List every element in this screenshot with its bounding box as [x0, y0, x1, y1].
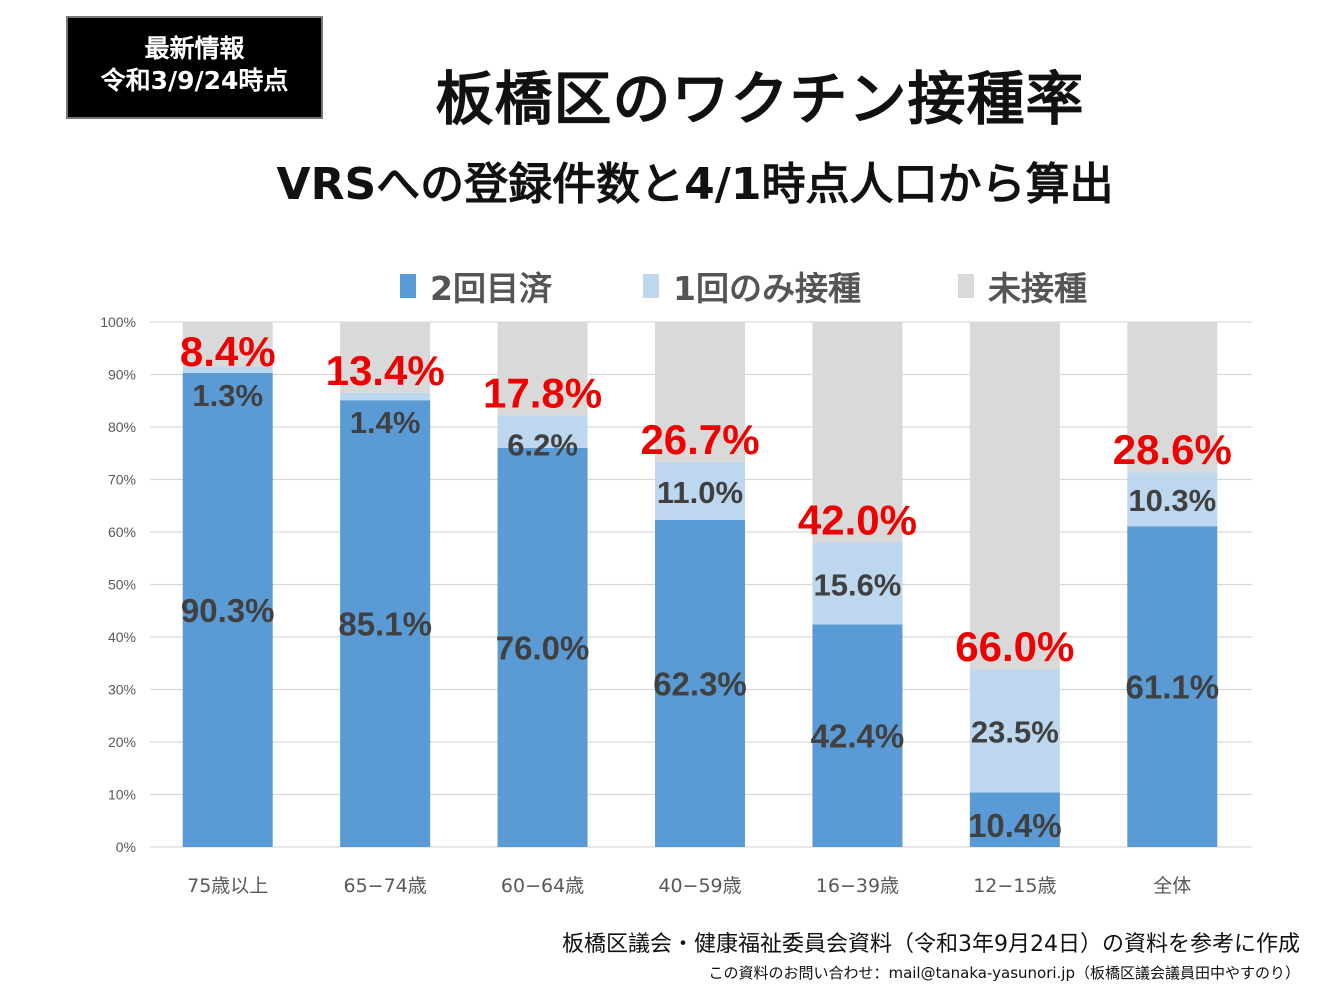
bar-segment-unvaccinated	[812, 322, 903, 543]
page-subtitle: VRSへの登録件数と4/1時点人口から算出	[276, 159, 1114, 210]
data-label-second-dose: 10.4%	[968, 807, 1062, 844]
legend-item-second-dose: 2回目済	[400, 262, 552, 310]
bar-segment-first-dose	[340, 392, 431, 401]
data-label-second-dose: 76.0%	[496, 630, 590, 667]
data-label-unvaccinated: 66.0%	[955, 623, 1074, 670]
data-label-unvaccinated: 17.8%	[483, 369, 602, 416]
bar-segment-second-dose	[655, 519, 745, 847]
legend-label-first-dose: 1回のみ接種	[673, 269, 861, 308]
bar-segment-unvaccinated	[182, 322, 273, 367]
data-label-second-dose: 61.1%	[1125, 669, 1219, 706]
bar-segment-unvaccinated	[497, 322, 588, 416]
bar-segment-unvaccinated	[655, 322, 745, 463]
latest-info-badge: 最新情報 令和3/9/24時点	[66, 16, 323, 119]
bar-segment-second-dose	[812, 624, 903, 847]
contact-note: この資料のお問い合わせ：mail@tanaka-yasunori.jp（板橋区議…	[708, 964, 1300, 982]
data-label-unvaccinated: 42.0%	[798, 497, 917, 544]
bar-segment-unvaccinated	[340, 322, 431, 393]
y-tick-label: 80%	[108, 419, 136, 435]
x-tick-label: 全体	[1153, 875, 1191, 897]
y-tick-label: 20%	[108, 734, 136, 750]
x-tick-label: 75歳以上	[187, 875, 268, 897]
legend-swatch-first-dose	[643, 274, 659, 298]
data-label-unvaccinated: 26.7%	[640, 416, 759, 463]
legend-item-first-dose: 1回のみ接種	[643, 262, 861, 310]
bar-segment-first-dose	[497, 415, 588, 448]
data-label-unvaccinated: 13.4%	[326, 347, 445, 394]
data-label-second-dose: 42.4%	[811, 718, 905, 755]
page-title: 板橋区のワクチン接種率	[435, 65, 1085, 133]
bar-segment-first-dose	[812, 542, 903, 625]
data-label-first-dose: 11.0%	[657, 475, 743, 510]
source-note: 板橋区議会・健康福祉委員会資料（令和3年9月24日）の資料を参考に作成	[562, 932, 1300, 957]
badge-line-1: 最新情報	[144, 34, 245, 63]
x-tick-label: 12−15歳	[973, 875, 1056, 897]
y-tick-label: 10%	[108, 787, 136, 803]
bar-segment-second-dose	[182, 372, 273, 847]
legend-item-unvaccinated: 未接種	[958, 262, 1087, 310]
chart-legend: 2回目済 1回のみ接種 未接種	[0, 262, 1344, 308]
data-label-first-dose: 10.3%	[1128, 483, 1216, 518]
x-tick-label: 16−39歳	[816, 875, 899, 897]
data-label-first-dose: 23.5%	[971, 715, 1059, 750]
y-tick-label: 70%	[108, 472, 136, 488]
y-tick-label: 0%	[116, 839, 136, 855]
bar-segment-first-dose	[182, 366, 273, 373]
data-label-first-dose: 15.6%	[813, 567, 901, 602]
y-tick-label: 50%	[108, 577, 136, 593]
bar-segment-second-dose	[497, 448, 588, 847]
x-tick-label: 60−64歳	[501, 875, 584, 897]
bar-segment-second-dose	[340, 400, 431, 847]
legend-swatch-second-dose	[400, 274, 416, 298]
bar-segment-second-dose	[1127, 526, 1218, 847]
bar-segment-unvaccinated	[1127, 322, 1218, 473]
data-label-unvaccinated: 28.6%	[1113, 426, 1232, 473]
data-label-first-dose: 1.4%	[350, 405, 421, 440]
legend-swatch-unvaccinated	[958, 274, 974, 298]
x-tick-label: 40−59歳	[658, 875, 741, 897]
y-tick-label: 60%	[108, 524, 136, 540]
y-tick-label: 90%	[108, 367, 136, 383]
bar-segment-first-dose	[655, 462, 745, 520]
bar-segment-first-dose	[969, 669, 1060, 793]
legend-label-second-dose: 2回目済	[430, 269, 552, 308]
data-label-first-dose: 1.3%	[192, 378, 263, 413]
legend-label-unvaccinated: 未接種	[988, 269, 1087, 308]
y-tick-label: 30%	[108, 682, 136, 698]
bar-segment-second-dose	[969, 792, 1060, 847]
data-label-first-dose: 6.2%	[507, 427, 578, 462]
bar-segment-unvaccinated	[969, 322, 1060, 670]
y-tick-label: 100%	[100, 314, 136, 330]
data-label-second-dose: 85.1%	[338, 606, 432, 643]
data-label-unvaccinated: 8.4%	[180, 328, 276, 375]
x-tick-label: 65−74歳	[344, 875, 427, 897]
y-tick-label: 40%	[108, 629, 136, 645]
data-label-second-dose: 62.3%	[653, 665, 747, 702]
bar-segment-first-dose	[1127, 472, 1218, 527]
badge-line-2: 令和3/9/24時点	[100, 66, 289, 95]
data-label-second-dose: 90.3%	[181, 592, 275, 629]
